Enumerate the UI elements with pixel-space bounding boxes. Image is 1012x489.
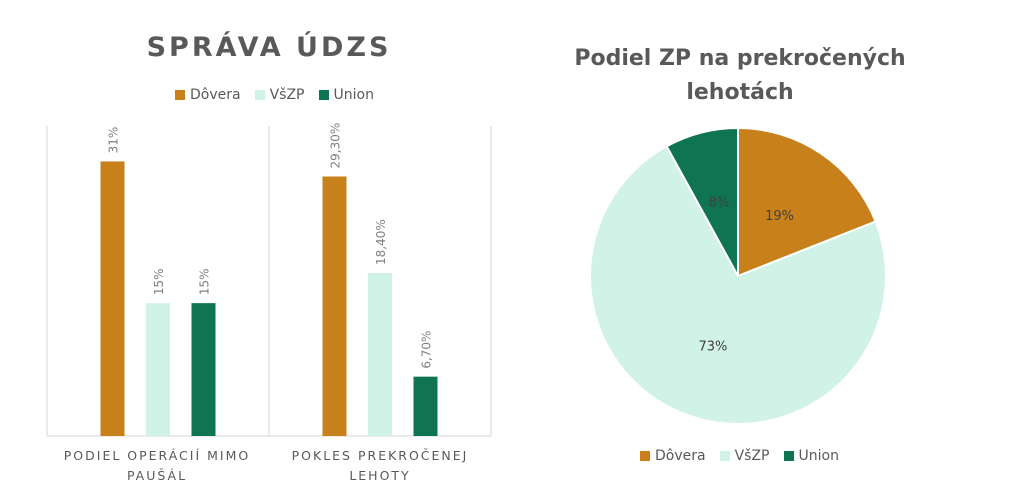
bar-union	[191, 303, 216, 436]
bar-všzp	[146, 303, 170, 436]
legend-item-vszp: VšZP	[254, 87, 305, 103]
category-label: PODIEL OPERÁCIÍ MIMO PAUŠÁL	[63, 448, 251, 483]
legend-item-vszp: VšZP	[719, 448, 770, 464]
bar-dôvera	[100, 161, 125, 436]
bar-chart-legend: Dôvera VšZP Union	[175, 87, 374, 103]
pie-chart: 19% 73% 8%	[589, 126, 887, 425]
data-label: 6,70%	[420, 331, 434, 369]
legend-swatch	[783, 451, 794, 461]
data-label: 15%	[198, 268, 212, 295]
data-label: 29,30%	[329, 123, 343, 169]
data-label: 18,40%	[374, 219, 388, 265]
legend-label: Union	[798, 448, 839, 464]
legend-label: VšZP	[734, 448, 770, 464]
legend-item-dovera: Dôvera	[640, 448, 706, 464]
slice-label: 73%	[698, 340, 727, 355]
legend-swatch	[640, 451, 650, 461]
pie-chart-legend: Dôvera VšZP Union	[640, 448, 839, 464]
legend-swatch	[318, 90, 329, 100]
legend-label: Dôvera	[190, 87, 241, 103]
pie-slice-dôvera	[737, 126, 877, 278]
bar-chart: 31% 15% 15% 29,30% 18,40% 6,70%	[46, 123, 492, 437]
data-label: 15%	[152, 268, 166, 295]
pie-slice-union	[665, 126, 739, 277]
legend-item-dovera: Dôvera	[175, 87, 241, 103]
bar-union	[413, 376, 438, 436]
legend-item-union: Union	[783, 448, 839, 464]
bar-všzp	[368, 273, 392, 436]
slice-label: 8%	[709, 195, 730, 210]
legend-swatch	[719, 451, 730, 461]
pie-slice-všzp	[589, 144, 887, 425]
legend-swatch	[254, 90, 265, 100]
slice-label: 19%	[765, 209, 794, 224]
bar-chart-title: SPRÁVA ÚDZS	[146, 32, 392, 63]
legend-label: Union	[333, 87, 374, 103]
legend-item-union: Union	[318, 87, 374, 103]
legend-swatch	[175, 90, 185, 100]
data-label: 31%	[107, 127, 121, 154]
legend-label: VšZP	[269, 87, 305, 103]
pie-chart-title: Podiel ZP na prekročených lehotách	[574, 46, 906, 105]
bar-dôvera	[322, 176, 347, 436]
category-label: POKLES PREKROČENEJ LEHOTY	[291, 448, 469, 483]
legend-label: Dôvera	[655, 448, 706, 464]
